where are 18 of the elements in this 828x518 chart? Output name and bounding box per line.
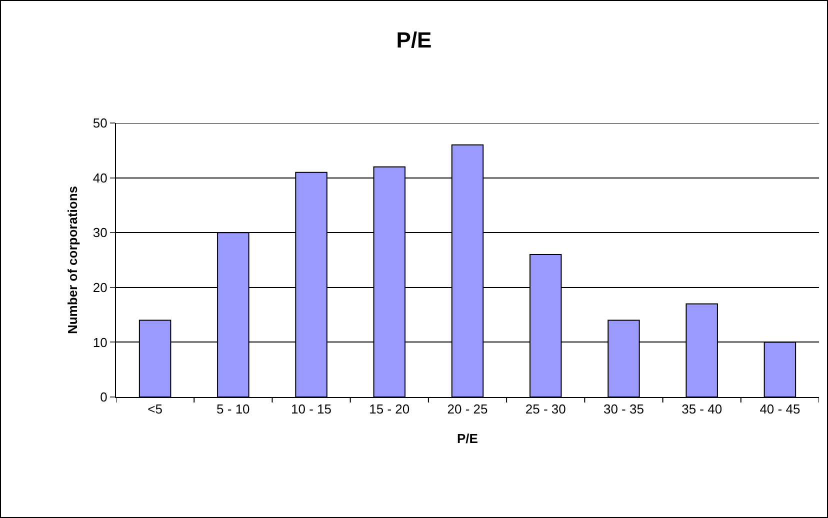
x-tick-label: <5 (148, 402, 162, 417)
y-tick-label: 0 (100, 390, 108, 405)
x-tick-label: 30 - 35 (603, 402, 644, 417)
y-tick-label: 40 (92, 170, 108, 186)
x-tick-label: 20 - 25 (447, 402, 488, 417)
y-tick-label: 50 (92, 116, 108, 131)
x-axis-title: P/E (457, 431, 478, 446)
y-tick-label: 10 (92, 334, 108, 350)
y-axis-title: Number of corporations (64, 186, 80, 334)
chart-title: P/E (396, 27, 432, 52)
y-tick-label: 30 (92, 225, 108, 240)
y-tick-label: 20 (92, 280, 108, 295)
x-tick-label: 25 - 30 (525, 402, 566, 417)
x-tick-label: 40 - 45 (760, 402, 800, 417)
x-tick-label: 35 - 40 (682, 402, 722, 417)
x-tick-label: 5 - 10 (216, 402, 250, 417)
x-tick-label: 15 - 20 (369, 402, 410, 417)
x-tick-label: 10 - 15 (291, 402, 332, 417)
